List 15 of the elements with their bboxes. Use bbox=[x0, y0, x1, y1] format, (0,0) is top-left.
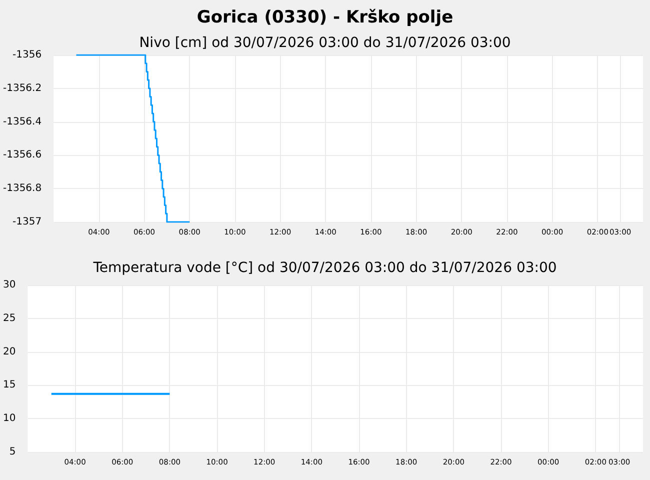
y-tick-label: 5 bbox=[9, 446, 16, 458]
y-tick-label: -1356.6 bbox=[2, 150, 42, 161]
chart-title: Temperatura vode [°C] od 30/07/2026 03:00 do 31/07/2026 03:00 bbox=[92, 260, 557, 276]
y-tick-label: 20 bbox=[2, 346, 16, 358]
y-tick-label: 30 bbox=[2, 280, 16, 290]
chart-title: Gorica (0330) - Krško polje bbox=[196, 8, 454, 28]
y-tick-label: -1356.4 bbox=[2, 116, 42, 128]
y-tick-label: -1356 bbox=[12, 50, 42, 60]
y-tick-label: -1356.8 bbox=[2, 183, 42, 194]
chart-subtitle: Nivo [cm] od 30/07/2026 03:00 do 31/07/2026 03:00 bbox=[139, 35, 511, 51]
y-tick-label: 15 bbox=[2, 380, 16, 391]
y-tick-label: 25 bbox=[2, 312, 16, 324]
y-tick-label: -1356.2 bbox=[2, 82, 42, 94]
y-tick-label: -1357 bbox=[12, 216, 42, 228]
y-tick-label: 10 bbox=[2, 413, 16, 424]
